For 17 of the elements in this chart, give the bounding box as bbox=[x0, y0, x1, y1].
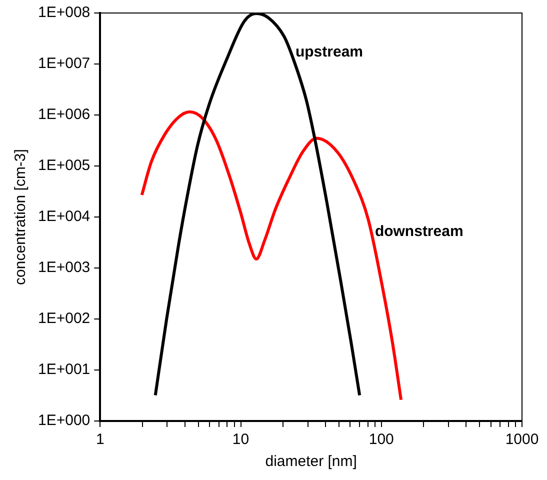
y-axis-title: concentration [cm-3] bbox=[12, 149, 30, 285]
x-tick-label: 1 bbox=[96, 431, 104, 448]
annotation: upstream bbox=[295, 43, 364, 60]
y-tick-label: 1E+008 bbox=[38, 4, 90, 22]
x-tick-label: 100 bbox=[368, 431, 394, 448]
y-tick-label: 1E+006 bbox=[38, 106, 90, 124]
y-tick-label: 1E+002 bbox=[38, 310, 90, 328]
y-tick-label: 1E+005 bbox=[38, 157, 90, 174]
x-axis-title: diameter [nm] bbox=[265, 453, 357, 470]
y-tick-label: 1E+004 bbox=[38, 208, 90, 226]
y-tick-label: 1E+007 bbox=[38, 55, 90, 72]
annotation: downstream bbox=[374, 223, 464, 240]
y-tick-label: 1E+003 bbox=[38, 259, 90, 276]
x-tick-label: 10 bbox=[232, 431, 250, 448]
y-tick-label: 1E+000 bbox=[38, 412, 90, 430]
x-tick-label: 1000 bbox=[505, 431, 539, 448]
y-tick-label: 1E+001 bbox=[38, 361, 90, 378]
